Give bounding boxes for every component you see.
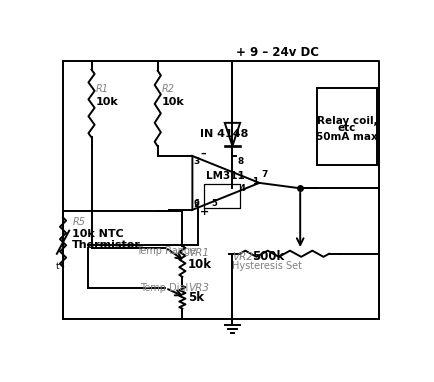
Text: –: –	[200, 149, 206, 159]
Bar	[317, 88, 377, 165]
Text: 1: 1	[252, 178, 258, 186]
Text: 4: 4	[240, 184, 245, 193]
Text: 7: 7	[261, 170, 267, 179]
Text: VR3: VR3	[188, 283, 209, 293]
Text: R1: R1	[95, 84, 108, 94]
Text: 10k: 10k	[188, 257, 212, 270]
Text: Hysteresis Set: Hysteresis Set	[233, 261, 302, 271]
Text: 5: 5	[212, 199, 217, 207]
Text: Relay coil,: Relay coil,	[317, 115, 378, 126]
Text: 10k NTC: 10k NTC	[72, 229, 124, 239]
Text: LM311: LM311	[206, 171, 245, 181]
Text: 2: 2	[193, 200, 199, 209]
Text: VR2: VR2	[233, 252, 253, 262]
Text: Thermistor: Thermistor	[72, 240, 141, 250]
Text: 10k: 10k	[161, 97, 184, 107]
Text: 5k: 5k	[188, 291, 204, 304]
Text: Temp Dial: Temp Dial	[140, 283, 188, 293]
Text: VR1: VR1	[188, 248, 209, 258]
Text: + 9 – 24v DC: + 9 – 24v DC	[236, 46, 319, 59]
Text: R5: R5	[72, 217, 85, 227]
Text: 8: 8	[237, 157, 243, 166]
Text: Temp Range: Temp Range	[136, 246, 196, 256]
Text: etc: etc	[338, 123, 356, 133]
Text: 3: 3	[193, 157, 199, 166]
Text: +: +	[200, 207, 209, 217]
Text: 500k: 500k	[252, 250, 284, 263]
Text: R2: R2	[161, 84, 174, 94]
Text: 6: 6	[194, 199, 200, 207]
Text: 10k: 10k	[95, 97, 118, 107]
Text: t°: t°	[56, 262, 64, 271]
Text: 50mA max: 50mA max	[316, 133, 378, 142]
Text: IN 4148: IN 4148	[200, 129, 249, 139]
